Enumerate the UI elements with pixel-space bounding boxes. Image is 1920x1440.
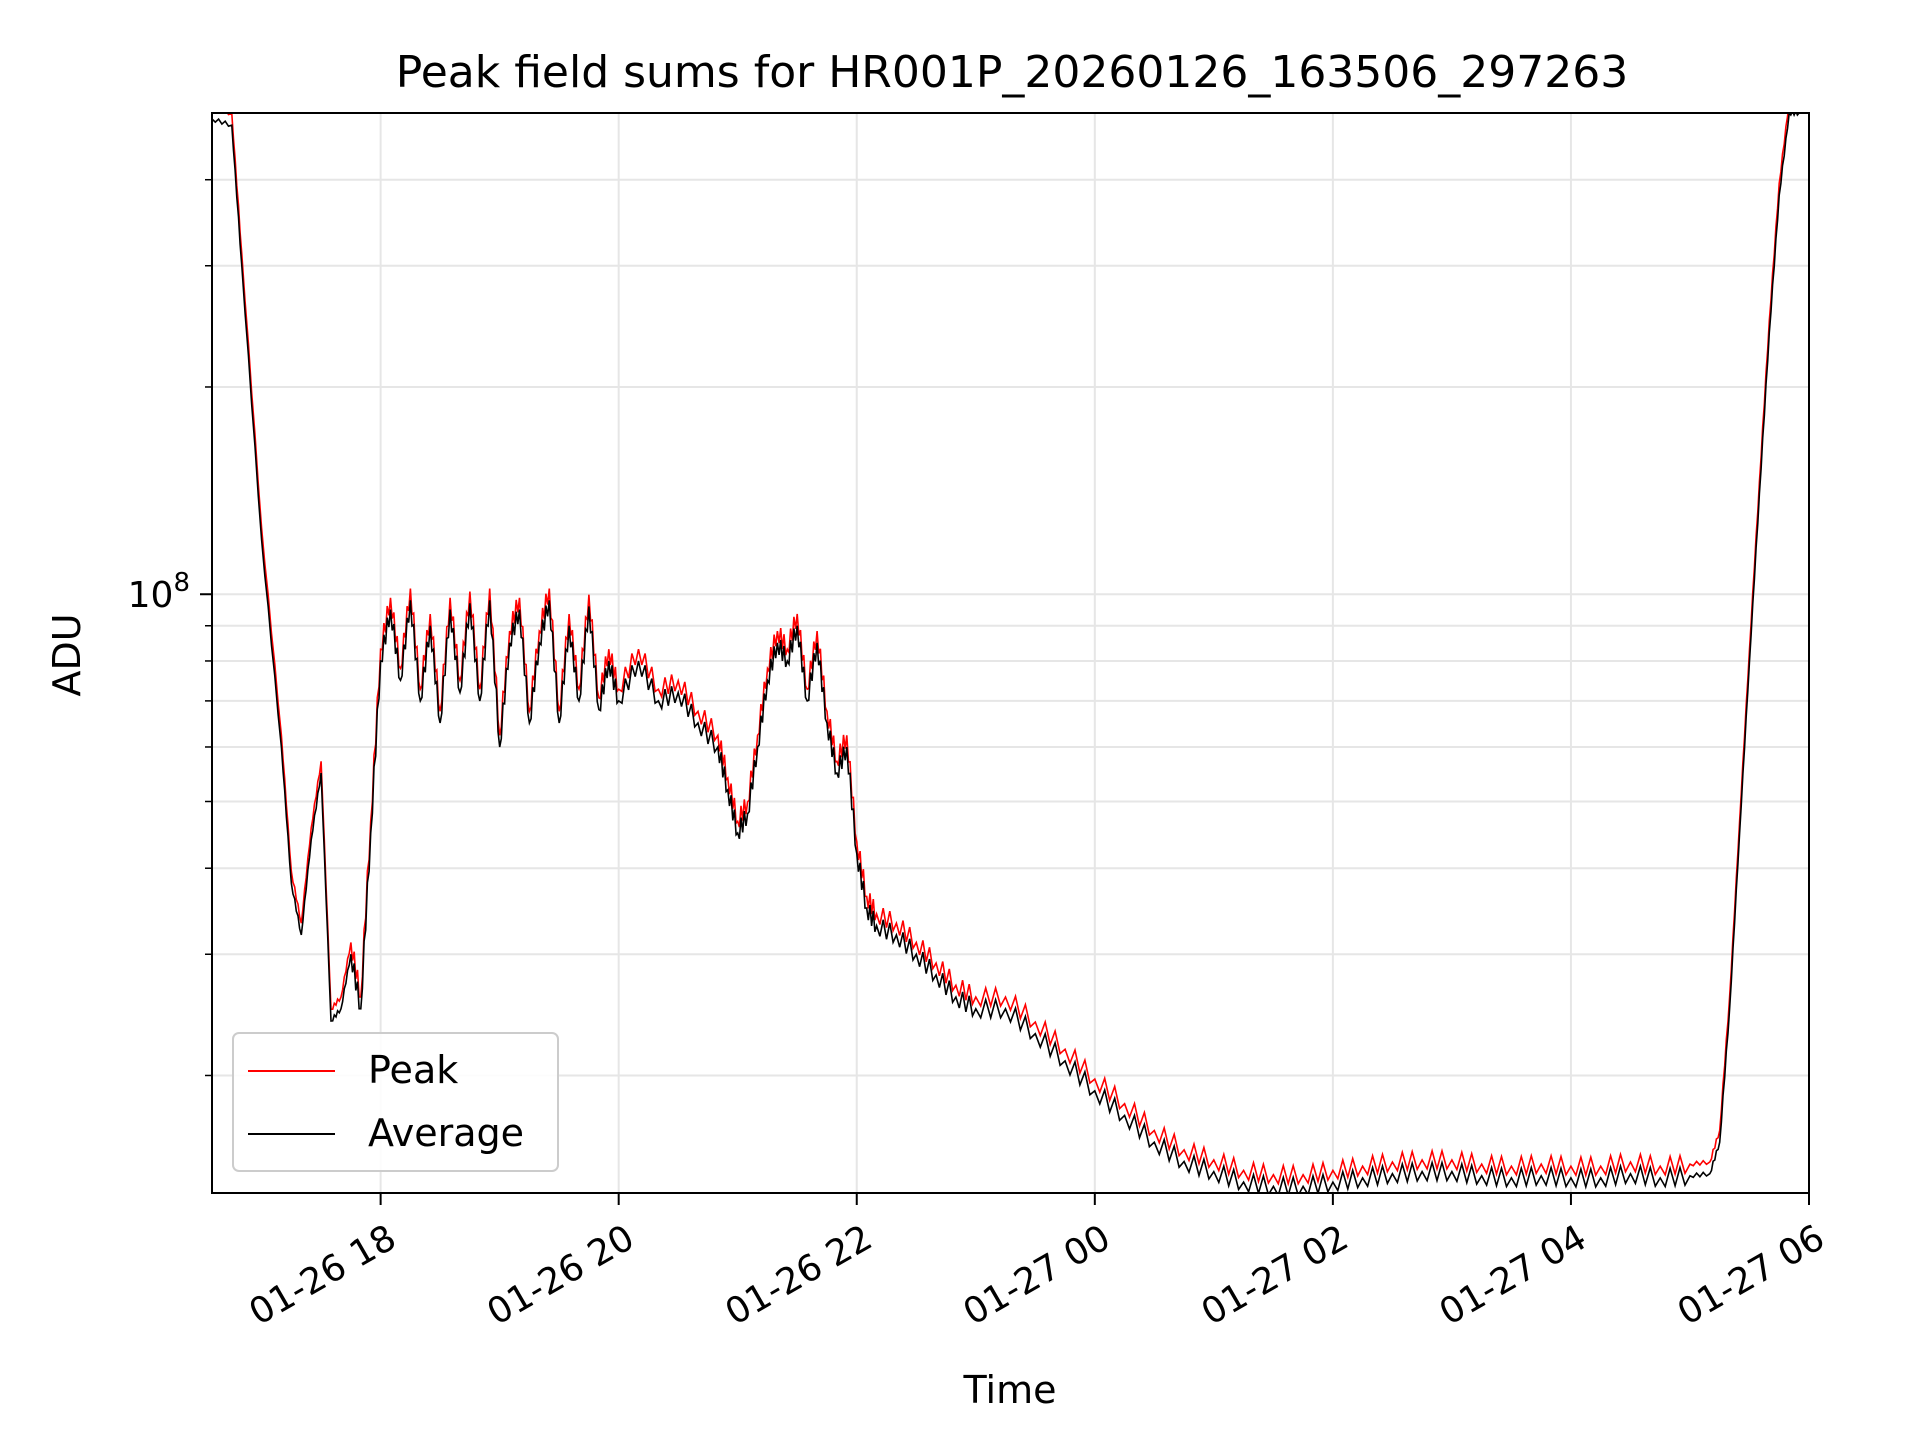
plot-frame [211, 112, 1810, 1194]
plot-area [212, 113, 1800, 1193]
y-axis: 108 [128, 178, 212, 1077]
grid [212, 113, 1810, 1193]
legend-box [232, 1032, 559, 1172]
y-axis-label: ADU [45, 613, 89, 696]
series-line-peak [221, 113, 1789, 1187]
legend: Peak Average [232, 1032, 559, 1172]
legend-label-peak: Peak [368, 1048, 458, 1092]
series-line-average [212, 113, 1800, 1193]
x-axis-label: Time [963, 1368, 1057, 1412]
chart-title: Peak field sums for HR001P_20260126_1635… [396, 47, 1629, 98]
legend-label-average: Average [368, 1111, 524, 1155]
y-tick-label: 108 [128, 568, 190, 616]
